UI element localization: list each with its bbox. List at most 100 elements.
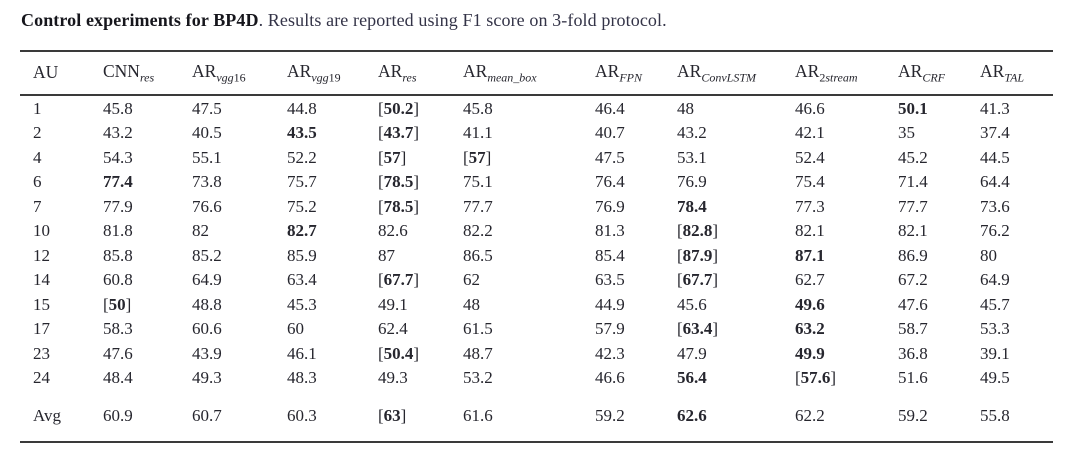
row-label-au: Avg: [20, 390, 90, 442]
table-cell: [67.7]: [677, 270, 719, 290]
table-cell: 87: [365, 243, 450, 268]
table-cell: 60.6: [179, 317, 274, 342]
table-cell: 64.4: [967, 170, 1053, 195]
table-row-au-1: 1 45.8 47.5 44.8 [50.2] 45.8 46.4 48 46.6 50.1 41.…: [20, 95, 1053, 121]
row-label-text: 14: [33, 270, 50, 290]
table-cell: 62.6: [664, 390, 782, 442]
table-cell: 73.8: [179, 170, 274, 195]
cell-value: 59.2: [595, 406, 625, 425]
table-cell: 67.2: [885, 268, 967, 293]
table-row-au-23: 23 47.6 43.9 46.1 [50.4] 48.7 42.3 47.9 49.9 36.8…: [20, 341, 1053, 366]
table-cell: 53.2: [450, 366, 582, 391]
table-cell: 62.2: [782, 390, 885, 442]
column-header-artal: ARTAL: [967, 51, 1053, 96]
table-cell: 44.9: [582, 292, 664, 317]
table-cell: 75.2: [274, 194, 365, 219]
row-label-text: Avg: [33, 406, 62, 425]
table-cell: 82.7: [274, 219, 365, 244]
table-row-au-15: 15 [50] 48.8 45.3 49.1 48 44.9 45.6 49.6 47.6 45.7: [20, 292, 1053, 317]
table-cell: 82.6: [365, 219, 450, 244]
table-cell: 53.1: [664, 145, 782, 170]
table-cell: 43.9: [179, 341, 274, 366]
cell-value-best: 78.5: [383, 172, 414, 192]
table-cell: 51.6: [885, 366, 967, 391]
table-caption-title: Control experiments for BP4D: [21, 10, 259, 30]
column-header-arvgg19: ARvgg19: [274, 51, 365, 96]
table-cell: 82.2: [450, 219, 582, 244]
cell-value: 86.9: [898, 245, 928, 265]
table-cell: 76.6: [179, 194, 274, 219]
cell-value: 82.1: [795, 221, 825, 241]
cell-value: 49.5: [980, 368, 1010, 388]
cell-value-second-best: 62.6: [677, 406, 707, 425]
cell-value: 62: [463, 270, 480, 290]
table-cell: 54.3: [90, 145, 179, 170]
cell-value: 47.6: [103, 343, 133, 363]
table-row-au-12: 12 85.8 85.2 85.9 87 86.5 85.4 [87.9] 87.1 86.9 80: [20, 243, 1053, 268]
cell-value: 46.6: [595, 368, 625, 388]
table-cell: 45.2: [885, 145, 967, 170]
header-subscript: FPN: [619, 70, 642, 85]
cell-value: 57.9: [595, 319, 625, 339]
cell-value: 71.4: [898, 172, 928, 192]
row-label-au: 1: [20, 95, 90, 121]
cell-value: 53.3: [980, 319, 1010, 339]
cell-value: 58.3: [103, 319, 133, 339]
cell-value-best: 67.7: [682, 270, 713, 290]
table-cell: 49.3: [179, 366, 274, 391]
cell-value-best: 57: [383, 147, 401, 167]
cell-value: 51.6: [898, 368, 928, 388]
table-cell: 80: [967, 243, 1053, 268]
cell-value-second-best: 63.2: [795, 319, 825, 339]
cell-value-second-best: 49.6: [795, 294, 825, 314]
table-cell: 57.9: [582, 317, 664, 342]
header-subscript: res: [139, 70, 155, 85]
table-cell: [50.4]: [378, 343, 420, 363]
cell-value: 49.3: [378, 368, 408, 388]
table-cell: 59.2: [582, 390, 664, 442]
cell-value: 41.1: [463, 123, 493, 143]
table-cell: 52.2: [274, 145, 365, 170]
table-cell: 77.3: [782, 194, 885, 219]
table-cell: 61.5: [450, 317, 582, 342]
table-cell: 46.6: [582, 366, 664, 391]
table-cell: 48.3: [274, 366, 365, 391]
table-cell: 43.2: [90, 121, 179, 146]
table-row-au-10: 10 81.8 82 82.7 82.6 82.2 81.3 [82.8] 82.1 82.1 76…: [20, 219, 1053, 244]
cell-value-best: 87.9: [682, 245, 713, 265]
table-cell: 45.7: [967, 292, 1053, 317]
table-cell: 85.9: [274, 243, 365, 268]
cell-value: 81.8: [103, 221, 133, 241]
column-header-arconvlstm: ARConvLSTM: [664, 51, 782, 96]
table-cell: 77.7: [885, 194, 967, 219]
table-cell: 85.4: [582, 243, 664, 268]
table-row-au-24: 24 48.4 49.3 48.3 49.3 53.2 46.6 56.4 [57.6] 51.6…: [20, 366, 1053, 391]
table-cell: 49.3: [365, 366, 450, 391]
cell-value: 48.7: [463, 343, 493, 363]
cell-value: 86.5: [463, 245, 493, 265]
header-subscript: vgg19: [311, 70, 341, 85]
column-header-arres: ARres: [365, 51, 450, 96]
column-header-arcrf: ARCRF: [885, 51, 967, 96]
cell-value: 37.4: [980, 123, 1010, 143]
row-label-text: 2: [33, 123, 42, 143]
table-cell: [87.9]: [677, 245, 719, 265]
row-label-text: 6: [33, 172, 42, 192]
cell-value-best: 63: [383, 406, 401, 425]
table-cell: 40.7: [582, 121, 664, 146]
cell-value: 42.3: [595, 343, 625, 363]
cell-value: 64.4: [980, 172, 1010, 192]
table-cell: 81.8: [90, 219, 179, 244]
cell-value-second-best: 49.9: [795, 343, 825, 363]
cell-value: 82: [192, 221, 209, 241]
header-subscript: CRF: [922, 70, 945, 85]
header-main-label: AR: [378, 60, 403, 81]
cell-value: 75.2: [287, 196, 317, 216]
table-cell: 76.2: [967, 219, 1053, 244]
table-cell: 48: [664, 95, 782, 121]
table-row-au-6: 6 77.4 73.8 75.7 [78.5] 75.1 76.4 76.9 75.4 71.4 6…: [20, 170, 1053, 195]
cell-value-second-best: 77.4: [103, 172, 133, 192]
table-cell: 62: [450, 268, 582, 293]
cell-value: 77.3: [795, 196, 825, 216]
cell-value: 47.5: [192, 98, 222, 118]
